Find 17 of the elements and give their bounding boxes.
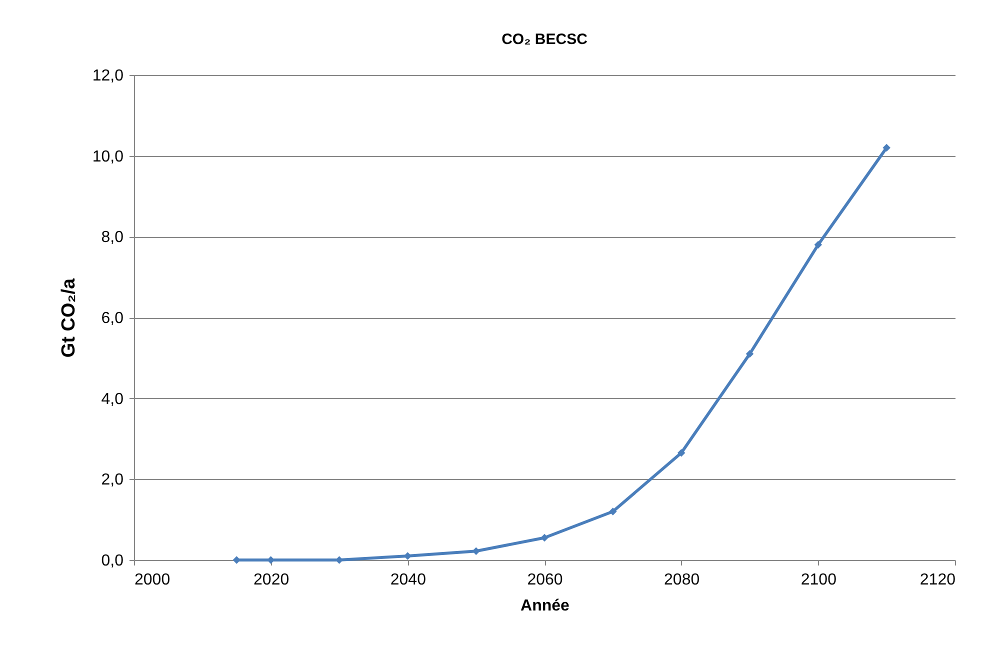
x-tick-label: 2040 bbox=[390, 572, 426, 588]
y-tick-label: 6,0 bbox=[101, 310, 124, 327]
x-tick-label: 2080 bbox=[664, 572, 700, 588]
y-tick-label: 0,0 bbox=[101, 552, 124, 570]
y-tick-label: 8,0 bbox=[101, 229, 124, 246]
x-tick-label: 2060 bbox=[527, 572, 563, 588]
x-tick-label: 2000 bbox=[134, 572, 170, 588]
y-tick-label: 4,0 bbox=[101, 390, 124, 408]
x-tick-label: 2120 bbox=[920, 572, 956, 588]
y-axis-title: Gt CO₂/a bbox=[58, 278, 80, 358]
chart-title: CO₂ BECSC bbox=[502, 31, 588, 48]
x-tick-label: 2100 bbox=[800, 572, 837, 588]
x-axis-title: Année bbox=[520, 598, 570, 614]
y-tick-label: 2,0 bbox=[101, 472, 124, 489]
y-tick-label: 10,0 bbox=[92, 148, 124, 166]
y-tick-label: 12,0 bbox=[92, 68, 124, 84]
x-tick-label: 2020 bbox=[254, 572, 290, 588]
